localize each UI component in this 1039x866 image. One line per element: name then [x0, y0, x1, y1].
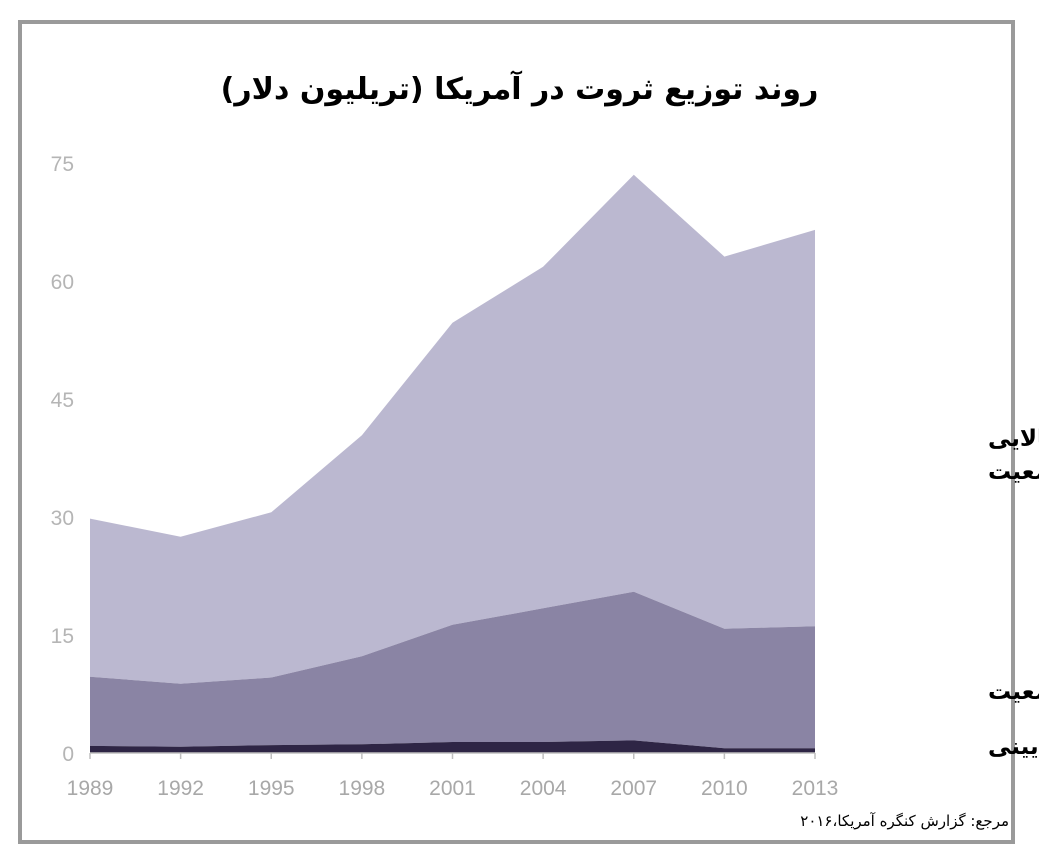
x-tick-label: 2001 [429, 777, 476, 800]
x-tick-label: 2004 [520, 777, 567, 800]
series-label-1: ۴۰ درصد جمعیت [988, 679, 1039, 705]
x-tick-label: 2010 [701, 777, 748, 800]
y-tick-label: 30 [51, 507, 74, 530]
y-tick-label: 15 [51, 625, 74, 648]
x-tick-label: 2007 [610, 777, 657, 800]
area-series-2 [90, 174, 815, 684]
x-tick-label: 1992 [157, 777, 204, 800]
series-label-0: ۵۰ درصد پایینی [988, 734, 1039, 760]
source-note: مرجع: گزارش کنگره آمریکا،۲۰۱۶ [800, 812, 1009, 830]
area-layers [90, 174, 815, 753]
x-axis: 1989 1992 1995 1998 2001 2004 2007 2010 2013 [67, 752, 839, 800]
x-tick-label: 1989 [67, 777, 114, 800]
series-label-2: ۱۰ درصد بالایی [988, 426, 1039, 452]
y-axis: 75 60 45 30 15 0 [51, 153, 74, 766]
x-tick-label: 1995 [248, 777, 295, 800]
y-tick-label: 75 [51, 153, 74, 176]
area-series-1 [90, 591, 815, 749]
series-label-2: ثروتمندجمعیت [988, 459, 1039, 485]
x-tick-label: 2013 [792, 777, 839, 800]
series-labels: ۵۰ درصد پایینی ۴۰ درصد جمعیت ۱۰ درصد بالای… [988, 426, 1039, 760]
y-tick-label: 0 [62, 743, 74, 766]
area-series-0 [90, 740, 815, 753]
chart-title: روند توزیع ثروت در آمریکا (تریلیون دلار) [220, 72, 819, 107]
x-tick-label: 1998 [339, 777, 386, 800]
y-tick-label: 60 [51, 271, 74, 294]
y-tick-label: 45 [51, 389, 74, 412]
